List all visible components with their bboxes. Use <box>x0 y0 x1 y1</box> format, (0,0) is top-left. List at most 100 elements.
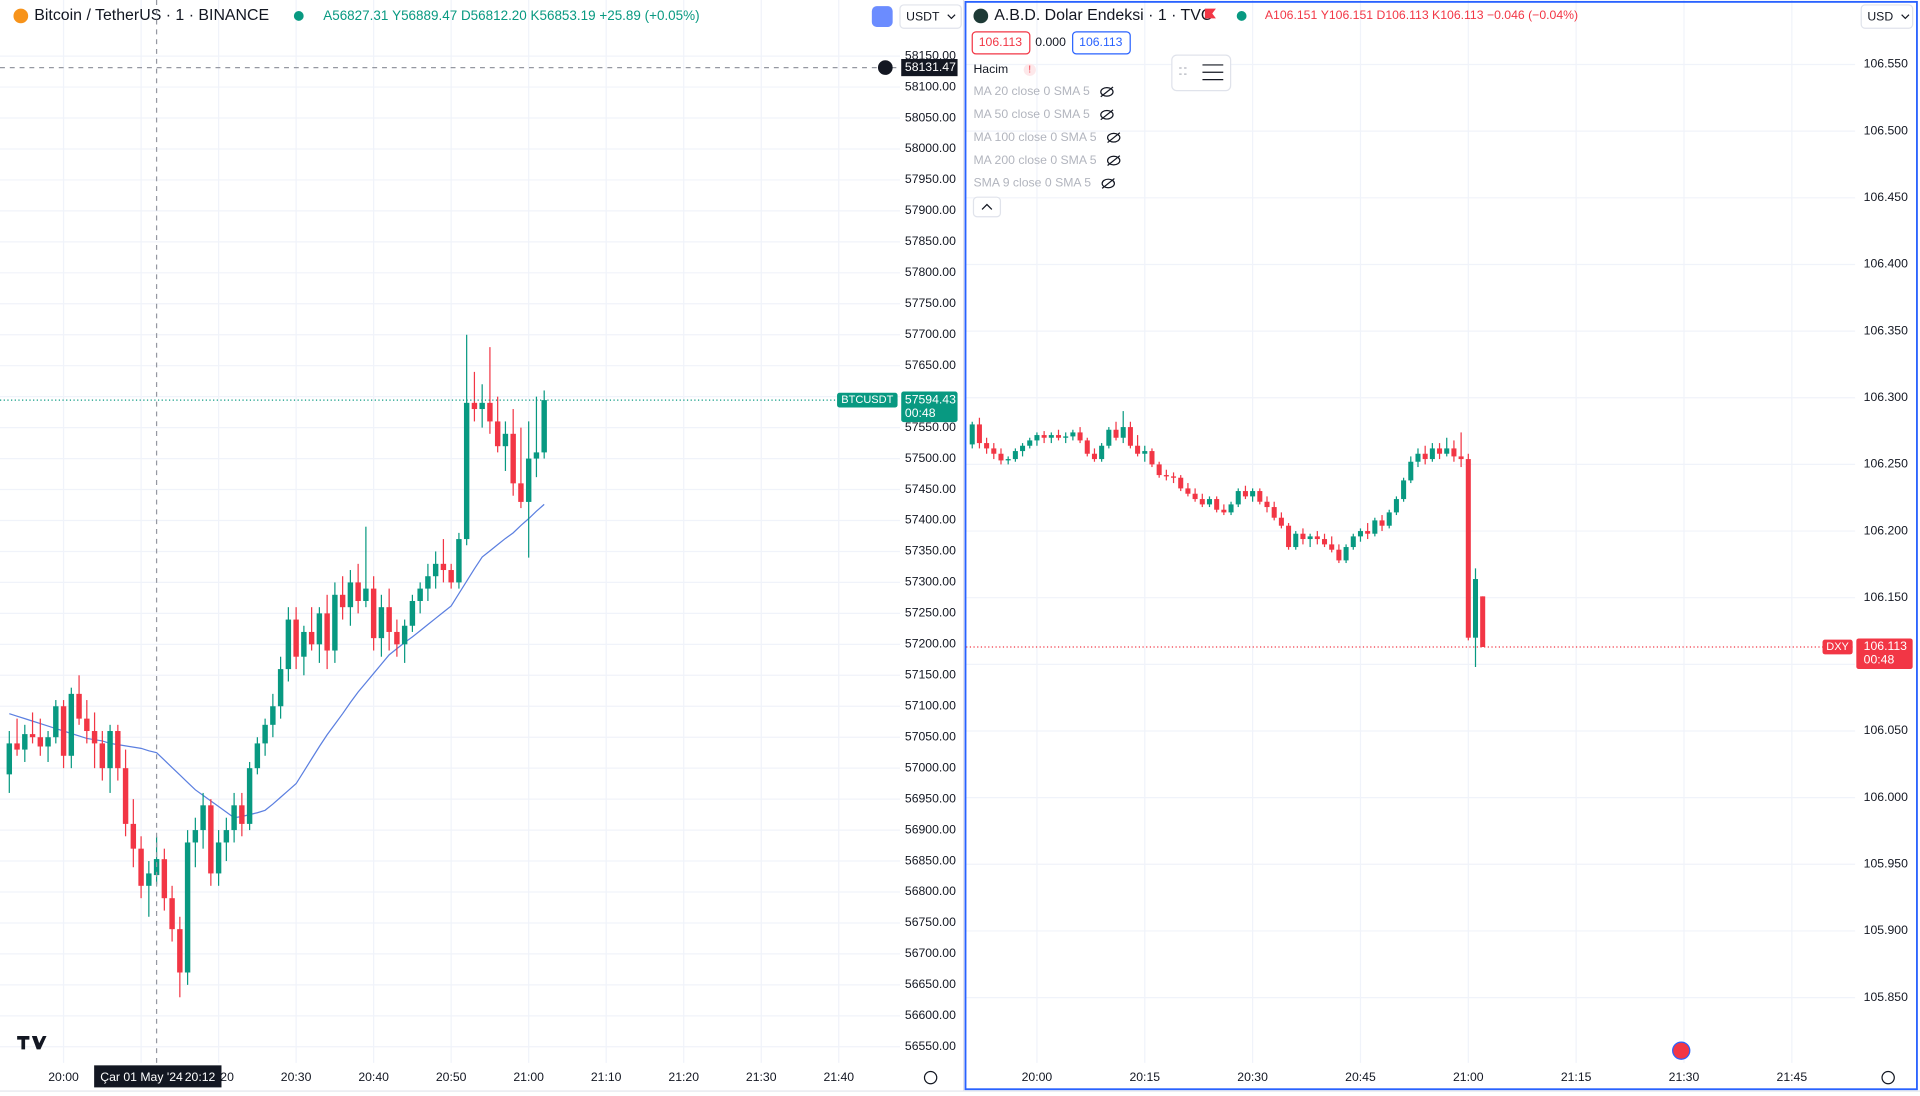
candle-body <box>1178 477 1184 489</box>
candle-body <box>262 724 268 744</box>
candle-body <box>417 588 423 601</box>
y-tick-label: 106.450 <box>1864 190 1908 204</box>
y-tick-label: 106.000 <box>1864 790 1908 804</box>
settings-button[interactable] <box>923 1070 938 1085</box>
tv-logo[interactable] <box>17 1035 47 1050</box>
y-tick-label: 57200.00 <box>905 637 956 651</box>
candle-body <box>308 631 315 645</box>
currency[interactable]: USD <box>1867 9 1893 23</box>
moving-average <box>9 503 545 819</box>
candle-body <box>239 805 245 824</box>
currency[interactable]: USDT <box>906 9 940 23</box>
candle-body <box>991 448 997 454</box>
candle-body <box>432 563 439 577</box>
candle-body <box>215 842 222 874</box>
candle-body <box>1156 464 1162 476</box>
y-tick-label: 106.050 <box>1864 723 1908 737</box>
settings-button[interactable] <box>1881 1070 1895 1085</box>
candle-body <box>525 458 532 502</box>
candle-body <box>138 848 144 886</box>
floating-toolbar[interactable] <box>1171 54 1232 92</box>
symbol-title[interactable]: Bitcoin / TetherUS · 1 · BINANCE <box>34 7 269 24</box>
indicator-label[interactable]: MA 50 close 0 SMA 5 <box>973 107 1089 121</box>
candle-body <box>409 600 416 626</box>
candle-body <box>332 594 338 651</box>
add-button <box>877 60 893 75</box>
chevron <box>947 14 956 20</box>
candle-body <box>1429 448 1435 460</box>
candle-body <box>1422 453 1428 460</box>
ohlc-close: K56853.19 <box>531 8 596 23</box>
candle-body <box>1264 501 1270 508</box>
candle-body <box>254 743 261 769</box>
ask: 106.113 <box>1079 35 1123 49</box>
collapse-button[interactable] <box>972 196 1002 218</box>
candle-body <box>1451 448 1457 457</box>
candle-body <box>998 453 1004 461</box>
candle-body <box>22 734 28 750</box>
y-tick-label: 56800.00 <box>905 884 956 898</box>
candle-body <box>1192 493 1198 500</box>
price-tag <box>901 391 958 423</box>
candle-body <box>1336 549 1342 561</box>
countdown: 00:48 <box>1864 653 1895 667</box>
candle-body <box>1027 440 1033 446</box>
y-tick-label: 57650.00 <box>905 358 956 372</box>
y-tick-label: 57300.00 <box>905 575 956 589</box>
indicator-label[interactable]: SMA 9 close 0 SMA 5 <box>973 176 1091 190</box>
candle-body <box>99 743 106 769</box>
candle-body <box>969 424 975 445</box>
ohlc-open: A106.151 <box>1265 8 1318 22</box>
status-dot <box>1236 11 1247 21</box>
candle-body <box>1472 579 1479 638</box>
candle-body <box>68 693 75 756</box>
candle-body <box>1048 435 1054 438</box>
candle-body <box>76 693 82 719</box>
price-tag-text: 106.113 <box>1864 639 1908 653</box>
candle-body <box>487 402 493 422</box>
hidden-eye-slash <box>1107 132 1121 144</box>
y-tick-label: 106.150 <box>1864 590 1908 604</box>
x-tick-label: 20:00 <box>1022 1070 1053 1084</box>
x-tick-label: 20:15 <box>1129 1070 1160 1084</box>
candle-body <box>510 433 516 484</box>
candle-body <box>1314 536 1320 540</box>
y-tick-label: 56550.00 <box>905 1039 956 1053</box>
currency-button[interactable] <box>899 4 962 29</box>
symbol-title[interactable]: A.B.D. Dolar Endeksi · 1 · TVC <box>994 7 1212 24</box>
indicator-label[interactable]: MA 20 close 0 SMA 5 <box>973 84 1089 98</box>
event-flag[interactable] <box>1672 1041 1691 1060</box>
candle-body <box>1235 491 1241 505</box>
indicator-label[interactable]: MA 100 close 0 SMA 5 <box>973 130 1096 144</box>
candle-body <box>1350 536 1356 548</box>
candle-body <box>1365 531 1371 534</box>
y-tick-label: 105.850 <box>1864 990 1908 1004</box>
y-tick-label: 56850.00 <box>905 853 956 867</box>
candle-body <box>1099 445 1105 460</box>
candle-body <box>984 443 990 449</box>
x-tick-label: 20:50 <box>436 1070 467 1084</box>
ohlc-low: D56812.20 <box>461 8 527 23</box>
candle-body <box>1250 491 1256 497</box>
y-tick-label: 57750.00 <box>905 296 956 310</box>
candle-body <box>130 823 137 849</box>
index-icon <box>973 8 989 24</box>
candle-body <box>301 631 307 657</box>
symbol-tag <box>837 392 898 408</box>
hidden-eye-icon <box>1106 155 1121 166</box>
sync-button[interactable] <box>871 6 893 27</box>
status-dot <box>293 11 304 21</box>
hidden-eye-icon <box>1100 86 1114 97</box>
ohlc-open: A56827.31 <box>323 8 388 23</box>
candle-body <box>1163 475 1169 477</box>
indicator-label[interactable]: MA 200 close 0 SMA 5 <box>973 153 1096 167</box>
y-tick-label: 57250.00 <box>905 606 956 620</box>
y-tick-label: 106.250 <box>1864 457 1908 471</box>
currency-button[interactable] <box>1860 4 1914 29</box>
volume-indicator[interactable]: Hacim <box>973 62 1008 76</box>
candle-body <box>363 588 369 601</box>
candle-body <box>91 731 98 744</box>
candle-body <box>169 898 175 930</box>
y-tick-label: 106.200 <box>1864 523 1908 537</box>
